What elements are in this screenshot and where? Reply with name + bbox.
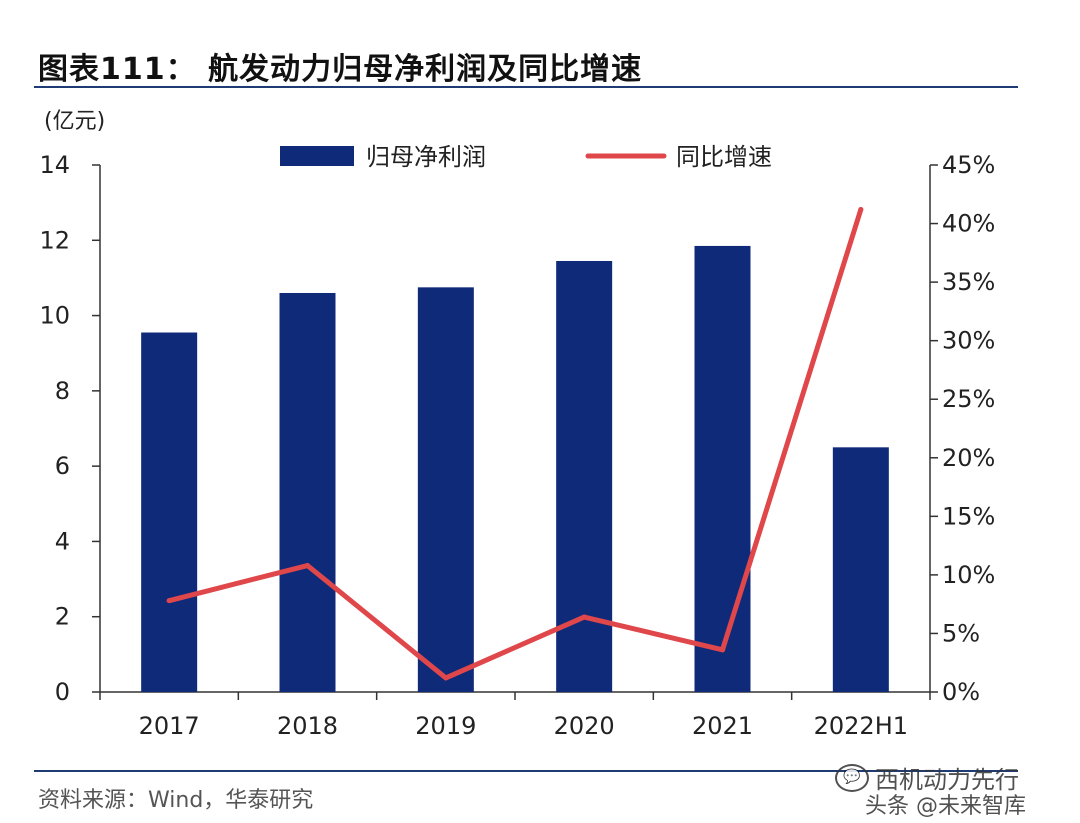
growth-point [581,614,587,620]
left-tick-label: 4 [55,527,70,555]
legend-label-line: 同比增速 [676,143,772,171]
x-tick-label: 2018 [277,712,338,740]
left-tick-label: 8 [55,377,70,405]
right-tick-label: 15% [942,502,995,530]
bar [279,292,336,692]
x-tick-label: 2022H1 [814,712,908,740]
legend-swatch-bar [280,146,354,166]
growth-point [305,563,310,569]
chat-bubble-icon: 💬 [835,763,869,792]
y-unit-label: (亿元) [44,109,105,134]
growth-point [443,675,449,681]
combo-chart: 0 2 4 6 8 10 12 14 0% 5% 10% 15% 20% 25% 30% 35% 40% 45% 2… [39,109,995,740]
left-tick-label: 12 [39,226,70,254]
growth-point [720,647,725,653]
right-tick-label: 10% [942,561,995,589]
bar [417,287,474,692]
watermark-line2: 头条 @未来智库 [865,794,1026,819]
bar [694,245,751,693]
right-tick-label: 40% [942,210,995,238]
x-tick-label: 2019 [415,712,476,740]
bar [141,332,198,692]
growth-line [166,207,864,681]
right-tick-label: 20% [942,444,995,472]
watermark-line1: 西机动力先行 [875,766,1019,794]
title-divider [34,86,1018,88]
bar [832,447,889,692]
x-tick-label: 2017 [139,712,200,740]
growth-point [858,207,864,213]
left-tick-label: 2 [55,603,70,631]
left-tick-label: 10 [39,302,70,330]
x-tick-label: 2020 [554,712,615,740]
right-tick-label: 30% [942,327,995,355]
x-tick-label: 2021 [692,712,753,740]
growth-point [166,598,172,604]
legend-label-bar: 归母净利润 [366,143,486,171]
left-tick-label: 0 [55,678,70,706]
right-tick-label: 25% [942,385,995,413]
right-tick-label: 35% [942,268,995,296]
left-tick-label: 6 [55,452,70,480]
watermark: 💬 西机动力先行 头条 @未来智库 [835,760,1026,819]
left-tick-label: 14 [39,151,70,179]
source-note: 资料来源：Wind，华泰研究 [38,788,314,813]
footer-divider [34,770,1018,772]
chart-title: 图表111： 航发动力归母净利润及同比增速 [38,52,643,87]
right-tick-label: 45% [942,151,995,179]
right-tick-label: 5% [942,619,980,647]
right-tick-label: 0% [942,678,980,706]
